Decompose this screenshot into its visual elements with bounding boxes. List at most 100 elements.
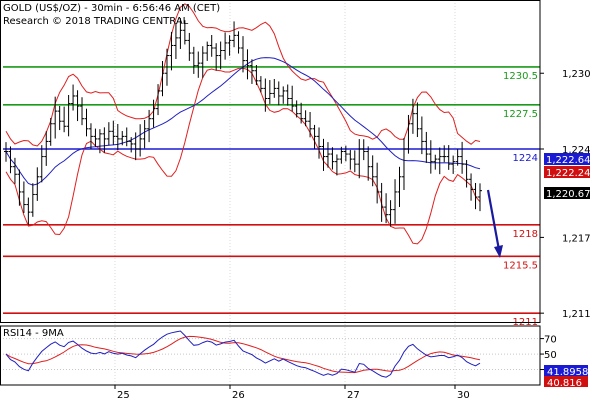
price-bar [352, 150, 357, 173]
y-tick-label: 1,230 [562, 69, 590, 80]
price-bar [321, 138, 326, 171]
price-bar [35, 167, 40, 201]
price-bar [4, 142, 8, 162]
y-tick-label: 1,217 [562, 233, 590, 244]
level-label: 1230.5 [503, 71, 538, 82]
price-bar [446, 145, 451, 170]
price-bar [401, 137, 406, 190]
x-tick-label: 27 [347, 390, 360, 400]
price-bar [258, 76, 263, 93]
price-bar [133, 132, 138, 161]
price-bar [120, 131, 125, 146]
price-bar [433, 154, 438, 170]
rsi-ma-line [5, 335, 481, 374]
price-bar [272, 78, 277, 98]
price-tag-label: 1,222.24 [546, 168, 590, 179]
price-bar [263, 78, 268, 112]
price-bar [245, 49, 250, 80]
price-bar [317, 127, 322, 159]
x-tick-label: 25 [117, 390, 130, 400]
price-bar [366, 146, 371, 181]
price-bar [325, 142, 330, 168]
price-bar [281, 86, 286, 104]
price-bar [312, 124, 317, 149]
x-tick-label: 26 [232, 390, 245, 400]
price-bar [147, 109, 152, 143]
price-bar [48, 117, 53, 146]
price-bar [80, 97, 85, 126]
price-bar [66, 94, 71, 137]
rsi-tag-label: 41.8958 [547, 367, 588, 378]
price-tag-box [544, 166, 590, 178]
price-bar [428, 140, 433, 174]
rsi-tag-box [544, 376, 588, 387]
price-bar [164, 48, 169, 86]
price-bar [232, 21, 237, 48]
price-bar [129, 137, 134, 153]
price-bar [214, 43, 219, 71]
level-label: 1215.5 [503, 260, 538, 271]
price-bar [138, 124, 143, 157]
price-bar [478, 183, 482, 212]
price-bar [39, 145, 44, 183]
price-bar [424, 131, 429, 163]
level-label: 1218 [513, 229, 538, 240]
price-bar [115, 123, 120, 151]
price-bar [339, 146, 344, 164]
price-bar [57, 105, 62, 131]
price-bar [156, 84, 161, 116]
rsi-tick-label: 50 [544, 350, 557, 361]
price-bar [71, 84, 76, 111]
price-bar [442, 145, 447, 163]
price-bar [437, 147, 442, 175]
chart-grid [114, 0, 456, 385]
price-bar [30, 183, 35, 217]
price-bar [17, 169, 22, 206]
price-bar [464, 159, 469, 188]
price-bar [397, 166, 402, 207]
bollinger-upper [5, 3, 481, 147]
price-bar [178, 18, 183, 49]
price-bar [410, 98, 415, 134]
price-bar [393, 179, 398, 224]
price-bar [415, 102, 420, 138]
price-bar [102, 127, 107, 153]
chart-frame [0, 0, 541, 386]
price-bar [348, 149, 353, 170]
price-bar [8, 146, 13, 174]
price-bar [44, 131, 49, 166]
price-bar [361, 139, 366, 161]
price-tag-label: 1,220.67 [546, 189, 590, 200]
price-bar [406, 114, 411, 154]
price-bar [124, 127, 129, 147]
price-bar [151, 99, 156, 128]
price-bar [384, 193, 389, 224]
price-bar [294, 100, 299, 118]
price-bar [343, 145, 348, 162]
y-tick-label: 1,211 [562, 309, 590, 320]
price-bar [75, 90, 80, 122]
forecast-arrow [486, 189, 503, 258]
price-bar [111, 120, 116, 145]
price-bar [93, 128, 98, 147]
x-axis-ticks: 25 26 27 30 [114, 385, 470, 400]
price-bar [88, 123, 93, 149]
price-bar [276, 81, 281, 106]
price-tag-label: 1,222.64 [546, 155, 590, 166]
price-bar [388, 200, 393, 227]
price-bar [419, 116, 424, 155]
price-bar [173, 23, 178, 60]
price-bar [455, 149, 460, 166]
price-bar [191, 46, 196, 74]
price-bar [169, 31, 174, 71]
x-tick-label: 30 [457, 390, 470, 400]
price-bar [106, 122, 111, 146]
price-bar [187, 32, 192, 61]
price-bar [451, 155, 456, 174]
price-bar [460, 141, 465, 174]
y-tick-label: 1,224 [562, 145, 590, 156]
price-bar [334, 154, 339, 176]
